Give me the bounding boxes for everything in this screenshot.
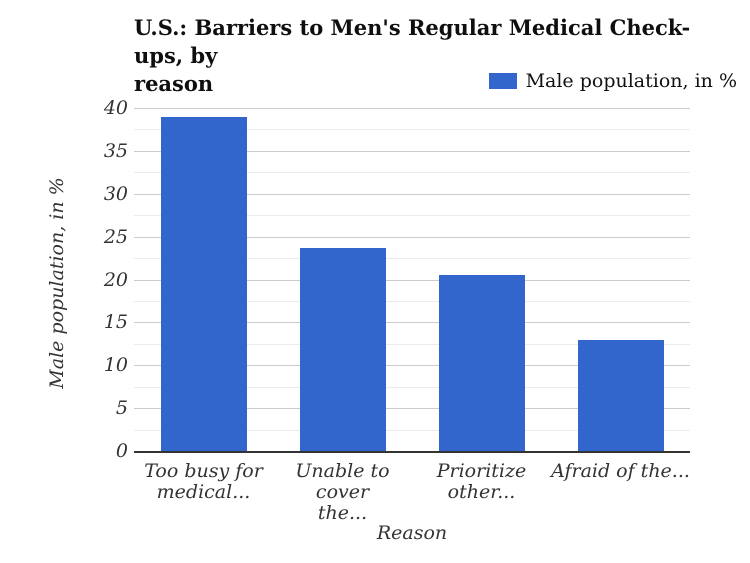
gridline-minor <box>134 258 690 259</box>
category-label: Unable to cover the... <box>273 461 412 524</box>
x-axis-title: Reason <box>376 522 448 544</box>
gridline-major <box>134 408 690 409</box>
y-tick-label: 5 <box>115 397 128 419</box>
chart-title: U.S.: Barriers to Men's Regular Medical … <box>134 14 734 98</box>
y-tick-label: 30 <box>103 183 128 205</box>
y-tick-label: 40 <box>103 97 128 119</box>
y-tick-label: 25 <box>103 226 128 248</box>
x-axis-baseline <box>134 451 690 453</box>
bar[interactable] <box>578 340 664 451</box>
y-tick-label: 35 <box>103 140 128 162</box>
gridline-major <box>134 194 690 195</box>
gridline-minor <box>134 215 690 216</box>
gridline-minor <box>134 129 690 130</box>
category-label-line: Unable to cover <box>295 460 390 503</box>
legend-label: Male population, in % <box>525 70 737 92</box>
legend-swatch <box>488 73 517 89</box>
gridline-major <box>134 151 690 152</box>
bar[interactable] <box>439 275 525 451</box>
gridline-major <box>134 280 690 281</box>
chart-title-line-2: reason <box>134 71 214 96</box>
chart-title-line-1: U.S.: Barriers to Men's Regular Medical … <box>134 15 691 68</box>
category-label-line: Prioritize other... <box>436 460 527 503</box>
gridline-minor <box>134 387 690 388</box>
legend: Male population, in % <box>488 70 737 92</box>
category-label-line: Too busy for <box>144 460 263 482</box>
category-label: Prioritize other... <box>412 461 551 503</box>
y-tick-label: 20 <box>103 269 128 291</box>
y-tick-label: 0 <box>115 440 128 462</box>
category-label: Too busy for medical... <box>134 461 273 503</box>
y-tick-label: 15 <box>103 311 128 333</box>
plot-area <box>134 108 690 453</box>
category-label: Afraid of the... <box>551 461 690 482</box>
gridline-minor <box>134 301 690 302</box>
gridline-major <box>134 365 690 366</box>
category-label-line: medical... <box>156 481 251 503</box>
category-label-line: Afraid of the... <box>551 460 690 482</box>
bar[interactable] <box>161 117 247 451</box>
gridline-major <box>134 108 690 109</box>
gridline-major <box>134 237 690 238</box>
bar[interactable] <box>300 248 386 451</box>
gridline-minor <box>134 430 690 431</box>
category-label-line: the... <box>317 502 368 524</box>
gridline-major <box>134 322 690 323</box>
gridline-minor <box>134 172 690 173</box>
gridline-minor <box>134 344 690 345</box>
y-tick-label: 10 <box>103 354 128 376</box>
